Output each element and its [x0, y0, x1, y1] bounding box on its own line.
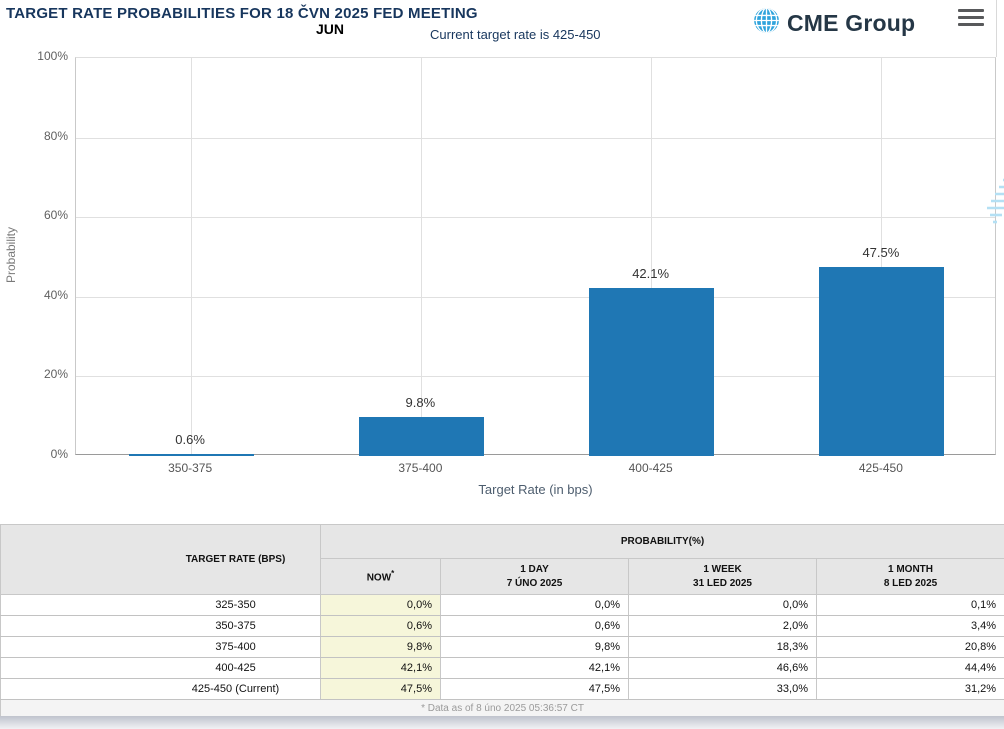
y-axis-title: Probability	[4, 226, 18, 284]
probability-cell: 18,3%	[628, 636, 817, 658]
v-gridline-400-425	[651, 58, 653, 454]
h-gridline-20	[76, 376, 995, 378]
logo-text: CME Group	[787, 9, 916, 36]
probability-cell: 0,0%	[628, 594, 817, 616]
x-tick-375-400: 375-400	[398, 461, 443, 475]
bar-value-375-400: 9.8%	[405, 394, 436, 410]
rate-cell: 425-450 (Current)	[0, 678, 321, 700]
table-row: 400-425 42,1% 42,1% 46,6% 44,4%	[0, 657, 1004, 679]
probability-table-section: TARGET RATE (BPS) PROBABILITY(%) NOW* 1 D…	[0, 524, 1004, 717]
bar-425-450	[819, 266, 945, 456]
x-axis-title: Target Rate (in bps)	[478, 482, 593, 497]
probability-cell: 0,1%	[815, 594, 1004, 616]
rate-cell: 400-425	[0, 657, 321, 679]
h-gridline-40	[76, 296, 995, 298]
x-tick-350-375: 350-375	[168, 461, 213, 475]
probability-cell: 2,0%	[628, 615, 817, 637]
bar-400-425	[589, 288, 715, 456]
now-probability-cell: 0,6%	[320, 615, 441, 637]
now-probability-cell: 47,5%	[320, 678, 441, 700]
bar-375-400	[358, 416, 484, 456]
bar-value-400-425: 42.1%	[632, 266, 670, 282]
probability-cell: 3,4%	[815, 615, 1004, 637]
meeting-month-label: JUN	[315, 21, 344, 37]
current-target-rate-note: Current target rate is 425-450	[430, 27, 601, 42]
y-tick-40: 40%	[43, 287, 68, 302]
globe-icon	[753, 7, 780, 39]
probability-cell: 33,0%	[628, 678, 817, 700]
col-subheader-1-week: 1 WEEK 31 LED 2025	[628, 558, 817, 595]
col-header-target-rate: TARGET RATE (BPS)	[0, 524, 321, 595]
probability-cell: 0,0%	[440, 594, 629, 616]
probability-cell: 0,6%	[440, 615, 629, 637]
plot-area: Q	[75, 57, 1004, 456]
rate-cell: 350-375	[0, 615, 321, 637]
y-tick-60: 60%	[43, 208, 68, 223]
col-subheader-1-day: 1 DAY 7 ÚNO 2025	[440, 558, 629, 595]
probability-cell: 46,6%	[628, 657, 817, 679]
y-tick-0: 0%	[50, 447, 68, 461]
page-title: TARGET RATE PROBABILITIES FOR 18 ČVN 202…	[6, 5, 478, 22]
v-gridline-425-450	[881, 58, 883, 454]
right-edge-divider	[996, 0, 997, 57]
v-gridline-350-375	[190, 58, 192, 454]
probability-cell: 42,1%	[440, 657, 629, 679]
v-gridline-375-400	[420, 58, 422, 454]
now-probability-cell: 0,0%	[320, 594, 441, 616]
probability-cell: 31,2%	[815, 678, 1004, 700]
y-tick-20: 20%	[43, 367, 68, 382]
probability-cell: 44,4%	[815, 657, 1004, 679]
h-gridline-60	[76, 217, 995, 219]
data-as-of-footnote: * Data as of 8 úno 2025 05:36:57 CT	[0, 699, 1004, 717]
rate-cell: 325-350	[0, 594, 321, 616]
rate-cell: 375-400	[0, 636, 321, 658]
probability-table: TARGET RATE (BPS) PROBABILITY(%) NOW* 1 D…	[0, 524, 1004, 717]
now-probability-cell: 9,8%	[320, 636, 441, 658]
table-body: 325-350 0,0% 0,0% 0,0% 0,1% 350-375 0,6% 0,6% 2,…	[0, 594, 1004, 700]
table-subheader-row: NOW* 1 DAY 7 ÚNO 2025 1 WEEK 31 LED 2025 1 MO…	[1, 558, 1004, 595]
table-row: 375-400 9,8% 9,8% 18,3% 20,8%	[0, 636, 1004, 658]
bar-value-350-375: 0.6%	[175, 431, 205, 447]
col-subheader-1-month: 1 MONTH 8 LED 2025	[815, 558, 1004, 595]
y-tick-80: 80%	[43, 128, 68, 143]
x-tick-400-425: 400-425	[628, 461, 673, 475]
table-row: 425-450 (Current) 47,5% 47,5% 33,0% 31,2%	[0, 678, 1004, 700]
quikstrike-watermark: Q	[969, 120, 1004, 228]
cme-group-logo[interactable]: CME Group	[753, 7, 915, 39]
table-row: 325-350 0,0% 0,0% 0,0% 0,1%	[0, 594, 1004, 616]
bottom-band	[0, 716, 1004, 729]
col-header-probability-group: PROBABILITY(%)	[319, 524, 1004, 559]
col-subheader-now: NOW*	[320, 558, 441, 595]
menu-hamburger-icon[interactable]	[958, 9, 984, 30]
bar-value-425-450: 47.5%	[862, 244, 900, 260]
bar-350-375	[128, 453, 254, 456]
probability-cell: 20,8%	[815, 636, 1004, 658]
now-probability-cell: 42,1%	[320, 657, 441, 679]
x-tick-425-450: 425-450	[858, 461, 903, 475]
probability-cell: 47,5%	[440, 678, 629, 700]
y-tick-100: 100%	[37, 49, 68, 63]
h-gridline-80	[76, 137, 995, 139]
table-row: 350-375 0,6% 0,6% 2,0% 3,4%	[0, 615, 1004, 637]
probability-cell: 9,8%	[440, 636, 629, 658]
